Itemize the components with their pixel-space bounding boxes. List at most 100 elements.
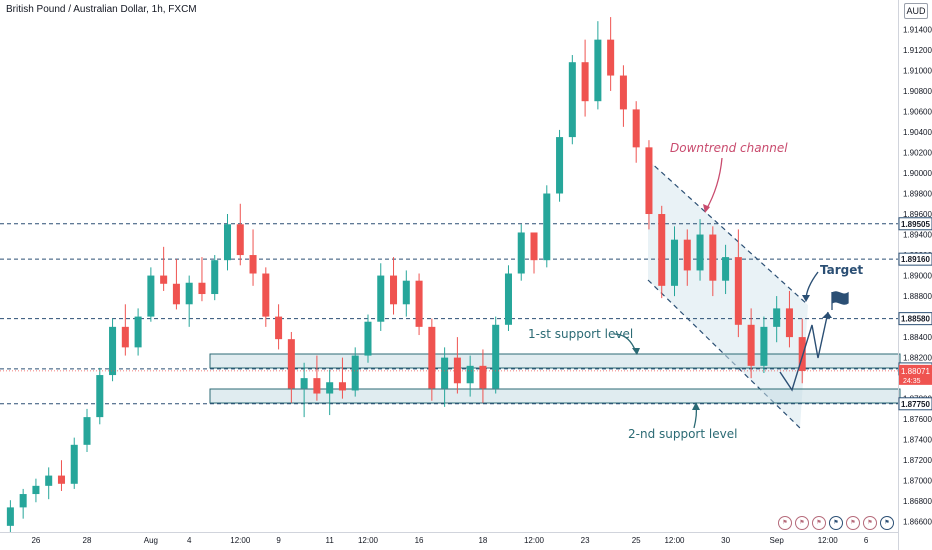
candle-body [479,365,487,389]
candle-body [581,62,589,102]
time-tick-label: 4 [187,536,192,545]
time-tick-label: 11 [326,536,335,545]
target-label: Target [820,263,863,277]
time-tick-label: 12:00 [664,536,685,545]
candle-body [543,193,551,261]
candle-body [734,257,742,325]
support-zone-1 [209,353,901,369]
candle-body [747,324,755,366]
target-flag-icon [831,291,849,310]
price-tick-label: 1.86600 [903,518,932,527]
event-flag-icon[interactable]: ⚑ [778,516,792,530]
candle-body [19,494,27,508]
time-tick-label: Aug [144,536,158,545]
candle-body [785,308,793,338]
candle-body [313,378,321,394]
price-badge-label: 1.89505 [901,220,930,229]
candle-body [147,275,155,317]
time-tick-label: 6 [864,536,869,545]
time-tick-label: 12:00 [818,536,839,545]
price-tick-label: 1.88400 [903,333,932,342]
event-icons: ⚑ ⚑ ⚑ ⚑ ⚑ ⚑ ⚑ [778,516,894,530]
price-tick-label: 1.86800 [903,497,932,506]
time-tick-label: 25 [632,536,641,545]
time-tick-label: 12:00 [524,536,545,545]
chart-title: British Pound / Australian Dollar, 1h, F… [6,4,197,15]
price-badge-box [898,252,932,266]
candle-body [619,75,627,110]
price-tick-label: 1.88800 [903,292,932,301]
event-flag-icon[interactable]: ⚑ [795,516,809,530]
candle-body [453,357,461,384]
level-lines [0,223,898,405]
candle-body [530,232,538,261]
price-tick-label: 1.89800 [903,190,932,199]
channel-pointer-head [703,204,710,213]
time-tick-label: 12:00 [358,536,379,545]
candle-body [70,444,78,484]
candle-body [109,326,117,376]
candle-body [773,308,781,327]
candle-body [568,62,576,138]
candle-body [760,326,768,366]
price-tick-label: 1.90000 [903,169,932,178]
candle-body [32,485,40,495]
candle-body [45,475,53,486]
candle-body [504,273,512,325]
price-tick-label: 1.90400 [903,128,932,137]
candle-body [121,326,129,348]
projection-path [779,311,829,392]
price-tick-label: 1.89000 [903,272,932,281]
target-arrowhead [802,295,810,302]
candle-body [351,355,359,391]
candle-body [670,239,679,286]
candle-body [377,275,385,322]
countdown-label: 24:35 [903,378,921,385]
candle-body [556,137,564,194]
event-flag-icon[interactable]: ⚑ [863,516,877,530]
candle-body [645,147,653,215]
candle-body [326,382,334,394]
price-tick-label: 1.91400 [903,25,932,34]
candle-body [96,375,104,418]
candle-body [198,282,206,295]
candle-body [338,382,346,391]
price-tick-label: 1.89400 [903,231,932,240]
candle-body [402,280,410,305]
projection-arrowhead [822,312,832,318]
candle-body [364,321,372,356]
event-flag-icon[interactable]: ⚑ [829,516,843,530]
candle-body [709,234,717,281]
candle-body [134,316,142,348]
price-tick-label: 1.87000 [903,477,932,486]
currency-unit-badge[interactable]: AUD [904,3,928,19]
time-tick-label: 16 [415,536,424,545]
candle-body [441,357,449,389]
candle-body [798,337,806,371]
current-price-badge [899,364,932,385]
time-axis[interactable]: 26 28 Aug 4 12:00 9 11 12:00 16 18 12:00 23 25 12:00 3… [0,532,898,546]
candle-body [517,232,525,274]
candle-body [275,316,283,340]
event-flag-icon[interactable]: ⚑ [846,516,860,530]
candle-body [6,507,14,526]
event-flag-icon[interactable]: ⚑ [812,516,826,530]
candle-body [696,234,704,271]
price-tick-label: 1.89600 [903,210,932,219]
candle-body [722,257,730,281]
candle-body [428,326,436,389]
support-2-label: 2-nd support level [628,427,737,441]
price-tick-label: 1.87600 [903,415,932,424]
candles [6,17,806,532]
time-tick-label: 26 [31,536,40,545]
price-badge-label: 1.88580 [901,315,930,324]
support2-pointer-head [692,402,700,410]
price-tick-label: 1.91000 [903,66,932,75]
event-flag-icon[interactable]: ⚑ [880,516,894,530]
price-badge-label: 1.87750 [901,400,930,409]
candle-body [185,282,193,305]
support-zone-2 [209,388,901,404]
time-tick-label: 12:00 [230,536,251,545]
candle-body [236,224,244,256]
